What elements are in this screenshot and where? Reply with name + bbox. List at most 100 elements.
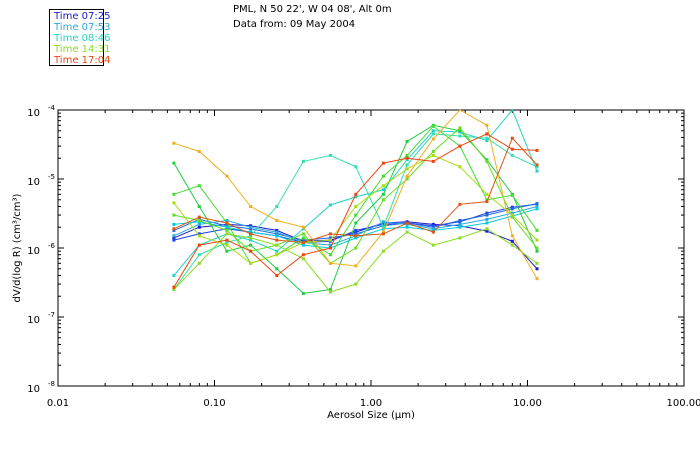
data-point bbox=[249, 227, 253, 231]
x-tick-label: 0.01 bbox=[47, 398, 69, 409]
data-point bbox=[405, 167, 409, 171]
data-point bbox=[485, 136, 489, 140]
data-point bbox=[485, 192, 489, 196]
data-point bbox=[225, 228, 229, 232]
data-point bbox=[172, 192, 176, 196]
axis-ticks bbox=[57, 110, 684, 387]
data-point bbox=[354, 236, 358, 240]
data-point bbox=[225, 174, 229, 178]
data-point bbox=[510, 207, 514, 211]
data-point bbox=[510, 136, 514, 140]
data-point bbox=[328, 243, 332, 247]
data-point bbox=[197, 253, 201, 257]
data-point bbox=[172, 227, 176, 231]
data-point bbox=[197, 184, 201, 188]
data-point bbox=[275, 243, 279, 247]
data-point bbox=[458, 222, 462, 226]
data-point bbox=[431, 227, 435, 231]
data-point bbox=[197, 205, 201, 208]
data-point bbox=[225, 241, 229, 244]
data-point bbox=[225, 219, 229, 222]
data-point bbox=[458, 219, 462, 222]
data-point bbox=[197, 234, 201, 238]
data-point bbox=[354, 165, 358, 169]
data-point bbox=[172, 222, 176, 226]
data-point bbox=[381, 188, 385, 192]
data-point bbox=[301, 225, 305, 229]
data-point bbox=[381, 184, 385, 188]
data-point bbox=[381, 220, 385, 224]
data-point bbox=[431, 225, 435, 229]
y-axis-label: dV/d(log R) (cm³/cm³) bbox=[12, 193, 23, 302]
data-point bbox=[249, 243, 253, 247]
data-point bbox=[354, 234, 358, 238]
data-point bbox=[381, 232, 385, 236]
y-tick-label: 10 bbox=[27, 315, 40, 326]
data-point bbox=[485, 229, 489, 233]
data-point bbox=[510, 153, 514, 157]
series-line bbox=[173, 133, 538, 288]
data-point bbox=[485, 211, 489, 215]
data-point bbox=[172, 161, 176, 165]
data-point bbox=[275, 219, 279, 222]
data-point bbox=[225, 232, 229, 236]
data-point bbox=[328, 246, 332, 250]
data-point bbox=[354, 232, 358, 236]
data-point bbox=[197, 215, 201, 219]
data-point bbox=[172, 234, 176, 238]
y-tick-exponent: -6 bbox=[48, 242, 56, 250]
data-point bbox=[431, 159, 435, 163]
x-tick-label: 10.00 bbox=[513, 398, 542, 409]
data-point bbox=[354, 192, 358, 196]
x-tick-label: 1.00 bbox=[360, 398, 382, 409]
data-point bbox=[431, 150, 435, 153]
data-point bbox=[172, 201, 176, 205]
data-point bbox=[458, 144, 462, 148]
data-point bbox=[172, 228, 176, 232]
data-point bbox=[301, 243, 305, 247]
series-s15 bbox=[172, 136, 539, 244]
y-tick-exponent: -8 bbox=[48, 380, 55, 388]
data-point bbox=[275, 253, 279, 257]
data-point bbox=[249, 205, 253, 208]
data-point bbox=[458, 129, 462, 133]
data-point bbox=[510, 239, 514, 243]
data-point bbox=[249, 234, 253, 238]
data-point bbox=[485, 227, 489, 231]
data-point bbox=[510, 211, 514, 215]
data-point bbox=[405, 225, 409, 229]
data-point bbox=[510, 234, 514, 238]
data-point bbox=[354, 221, 358, 225]
data-point bbox=[535, 163, 539, 167]
data-point bbox=[535, 277, 539, 281]
data-point bbox=[249, 236, 253, 240]
data-point bbox=[225, 249, 229, 253]
data-point bbox=[381, 161, 385, 165]
data-point bbox=[249, 232, 253, 236]
y-tick-exponent: -4 bbox=[48, 104, 56, 112]
data-point bbox=[381, 174, 385, 178]
data-point bbox=[301, 241, 305, 244]
data-point bbox=[172, 236, 176, 240]
data-point bbox=[431, 243, 435, 247]
data-point bbox=[431, 137, 435, 141]
data-point bbox=[275, 238, 279, 242]
data-point bbox=[535, 202, 539, 206]
data-point bbox=[381, 230, 385, 234]
data-point bbox=[328, 232, 332, 236]
data-point bbox=[485, 159, 489, 163]
data-point bbox=[535, 246, 539, 250]
data-point bbox=[225, 243, 229, 247]
legend-item: Time 14:31 bbox=[54, 44, 111, 55]
data-point bbox=[249, 261, 253, 265]
y-tick-label: 10 bbox=[27, 384, 40, 395]
data-point bbox=[458, 126, 462, 130]
data-point bbox=[485, 132, 489, 136]
data-point bbox=[485, 158, 489, 162]
data-point bbox=[249, 249, 253, 253]
data-point bbox=[354, 230, 358, 234]
data-point bbox=[535, 228, 539, 232]
data-point bbox=[301, 253, 305, 257]
y-tick-label: 10 bbox=[27, 177, 40, 188]
